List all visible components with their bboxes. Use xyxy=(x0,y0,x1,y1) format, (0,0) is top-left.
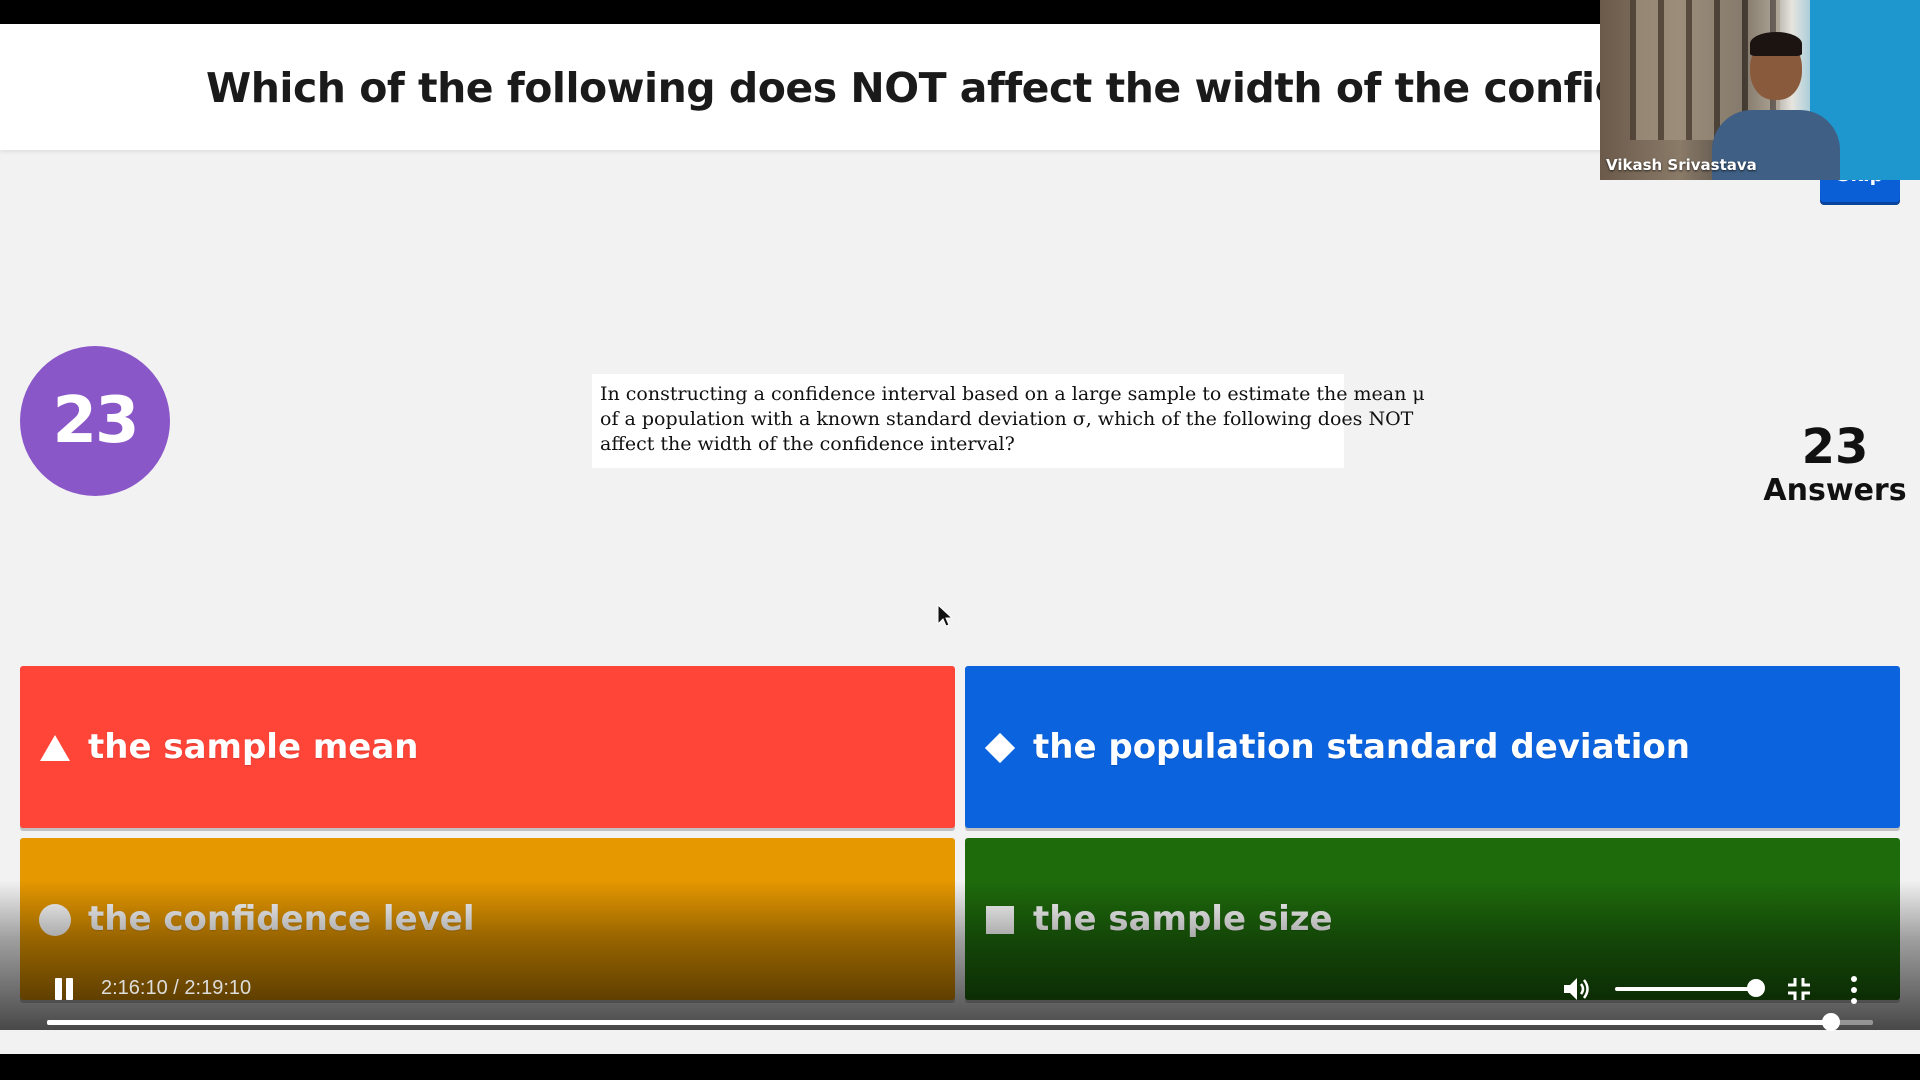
playback-progress-bar[interactable] xyxy=(47,1020,1873,1025)
answer-option-4[interactable]: the sample size xyxy=(965,838,1900,1000)
question-image: In constructing a confidence interval ba… xyxy=(592,374,1425,468)
answers-counter: 23 Answers xyxy=(1760,420,1910,508)
participant-name: Vikash Srivastava xyxy=(1606,156,1757,174)
square-icon xyxy=(983,903,1017,937)
question-image-line: affect the width of the confidence inter… xyxy=(600,433,1015,455)
volume-icon[interactable] xyxy=(1562,975,1592,1003)
question-image-line: In constructing a confidence interval ba… xyxy=(600,383,1425,405)
diamond-icon xyxy=(983,731,1017,765)
playback-progress-handle[interactable] xyxy=(1822,1013,1840,1031)
participant-video-tile[interactable]: Vikash Srivastava xyxy=(1600,0,1920,180)
pause-icon[interactable] xyxy=(52,976,76,1002)
answers-count-value: 23 xyxy=(1801,419,1869,475)
answer-option-label: the population standard deviation xyxy=(1033,727,1690,767)
triangle-icon xyxy=(38,731,72,765)
more-options-icon[interactable] xyxy=(1850,976,1858,1004)
playback-progress-fill xyxy=(47,1020,1831,1025)
answer-option-3[interactable]: the confidence level xyxy=(20,838,955,1000)
answer-option-label: the sample mean xyxy=(88,727,419,767)
answer-option-label: the sample size xyxy=(1033,899,1333,939)
volume-slider-handle[interactable] xyxy=(1747,979,1765,997)
bottom-letterbox xyxy=(0,1054,1920,1080)
playback-time: 2:16:10 / 2:19:10 xyxy=(101,977,252,999)
answer-option-2[interactable]: the population standard deviation xyxy=(965,666,1900,828)
answer-option-1[interactable]: the sample mean xyxy=(20,666,955,828)
answer-option-label: the confidence level xyxy=(88,899,475,939)
answers-count-label: Answers xyxy=(1763,473,1907,508)
volume-slider[interactable] xyxy=(1615,987,1757,991)
circle-icon xyxy=(38,903,72,937)
exit-fullscreen-icon[interactable] xyxy=(1786,976,1812,1002)
question-image-line: of a population with a known standard de… xyxy=(600,408,1414,430)
question-number-badge: 23 xyxy=(20,346,170,496)
mouse-cursor-icon xyxy=(937,604,953,627)
